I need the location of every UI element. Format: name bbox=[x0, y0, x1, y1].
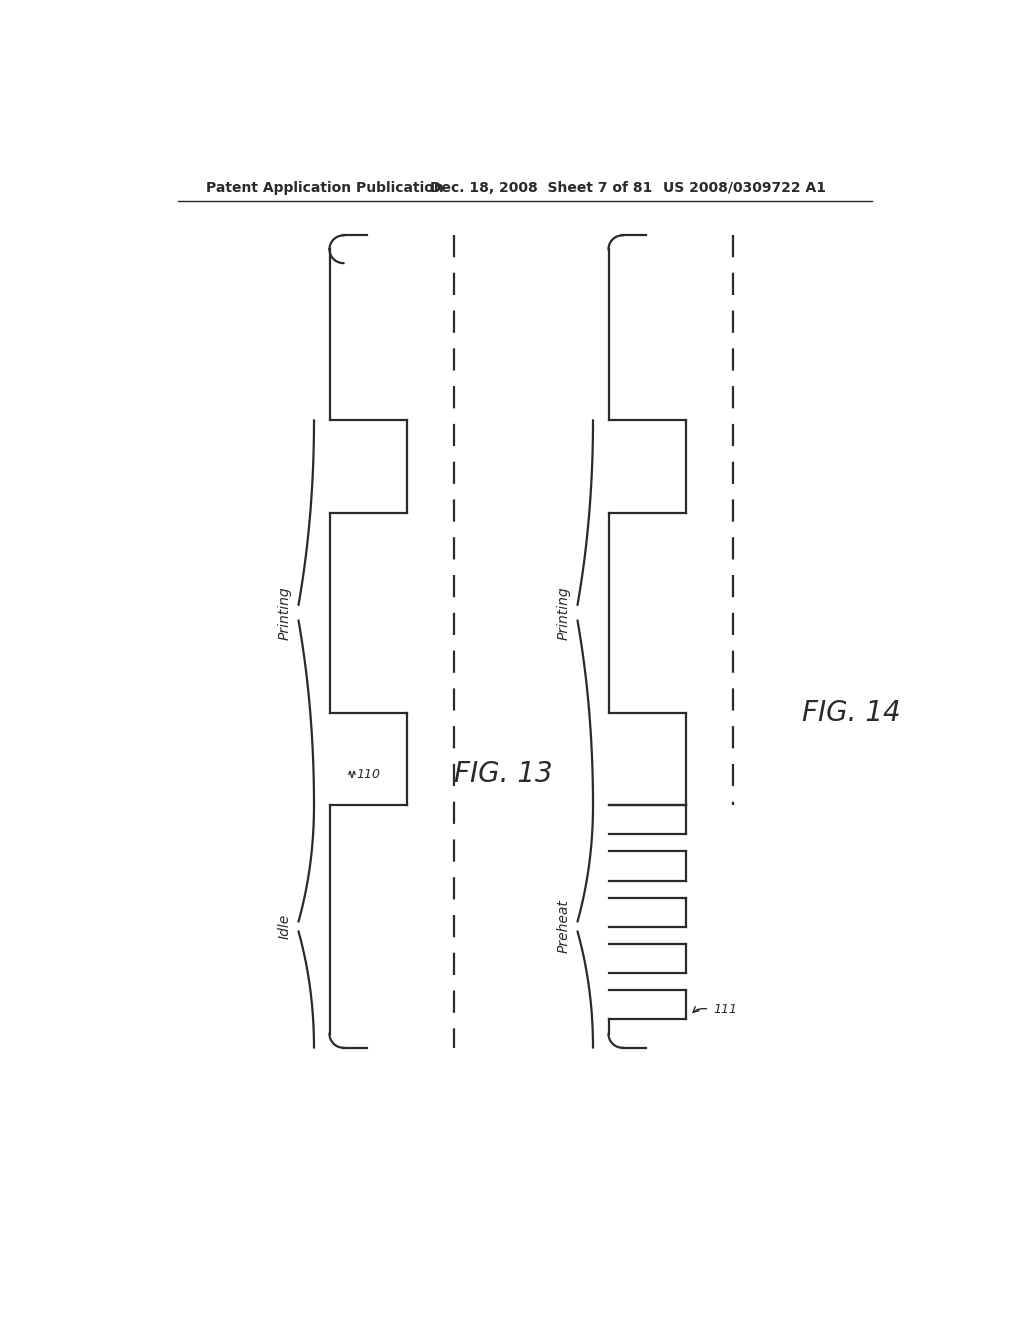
Text: FIG. 14: FIG. 14 bbox=[802, 698, 901, 727]
Text: FIG. 13: FIG. 13 bbox=[454, 760, 552, 788]
Text: Dec. 18, 2008  Sheet 7 of 81: Dec. 18, 2008 Sheet 7 of 81 bbox=[430, 181, 652, 194]
Text: Idle: Idle bbox=[278, 913, 292, 939]
Text: Printing: Printing bbox=[557, 586, 570, 639]
Text: 111: 111 bbox=[713, 1003, 737, 1016]
Text: Preheat: Preheat bbox=[557, 899, 570, 953]
Text: 110: 110 bbox=[356, 768, 381, 781]
Text: Patent Application Publication: Patent Application Publication bbox=[206, 181, 443, 194]
Text: Printing: Printing bbox=[278, 586, 292, 639]
Text: US 2008/0309722 A1: US 2008/0309722 A1 bbox=[663, 181, 825, 194]
